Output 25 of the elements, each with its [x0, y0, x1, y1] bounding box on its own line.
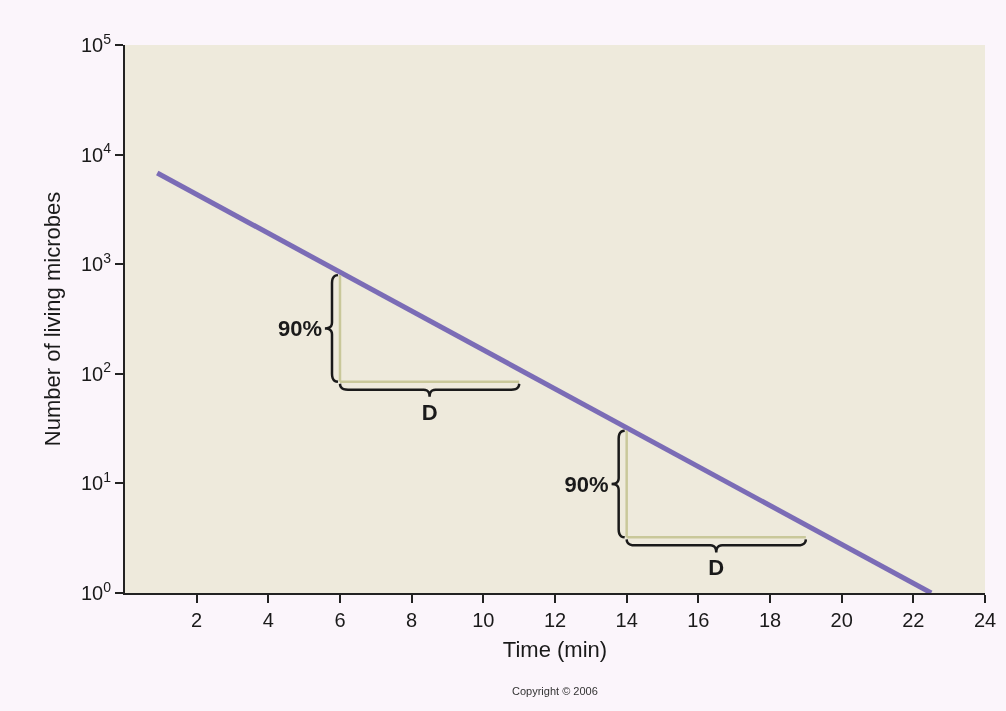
y-tick-label: 10$^{1}$ — [80, 469, 112, 495]
y-tick-label: 10$^{5}$ — [80, 30, 112, 56]
annotation: 90% — [564, 472, 609, 498]
x-tick-label: 16 — [687, 609, 710, 631]
x-tick-label: 18 — [758, 609, 782, 631]
x-tick-label: 12 — [543, 609, 567, 631]
x-axis-title: Time (min) — [502, 637, 608, 663]
text: Copyright © 2006 — [512, 685, 598, 697]
annotation: D — [421, 399, 438, 425]
x-tick-label: 20 — [830, 609, 853, 631]
y-tick-label: 10$^{2}$ — [80, 359, 112, 385]
x-tick-label: 10 — [472, 609, 495, 631]
y-tick-label: 10$^{0}$ — [80, 578, 112, 604]
x-tick-label: 24 — [973, 609, 997, 631]
annotation: D — [708, 555, 725, 581]
x-tick-label: 2 — [191, 609, 203, 631]
x-tick-label: 4 — [262, 609, 274, 631]
x-tick-label: 6 — [334, 609, 346, 631]
y-axis-title: Number of living microbes — [40, 191, 66, 447]
x-tick-label: 14 — [615, 609, 638, 631]
x-tick-label: 22 — [902, 609, 925, 631]
x-tick-label: 8 — [406, 609, 418, 631]
annotation: 90% — [277, 316, 322, 342]
y-tick-label: 10$^{3}$ — [80, 249, 112, 276]
y-tick-label: 10$^{4}$ — [80, 140, 112, 166]
